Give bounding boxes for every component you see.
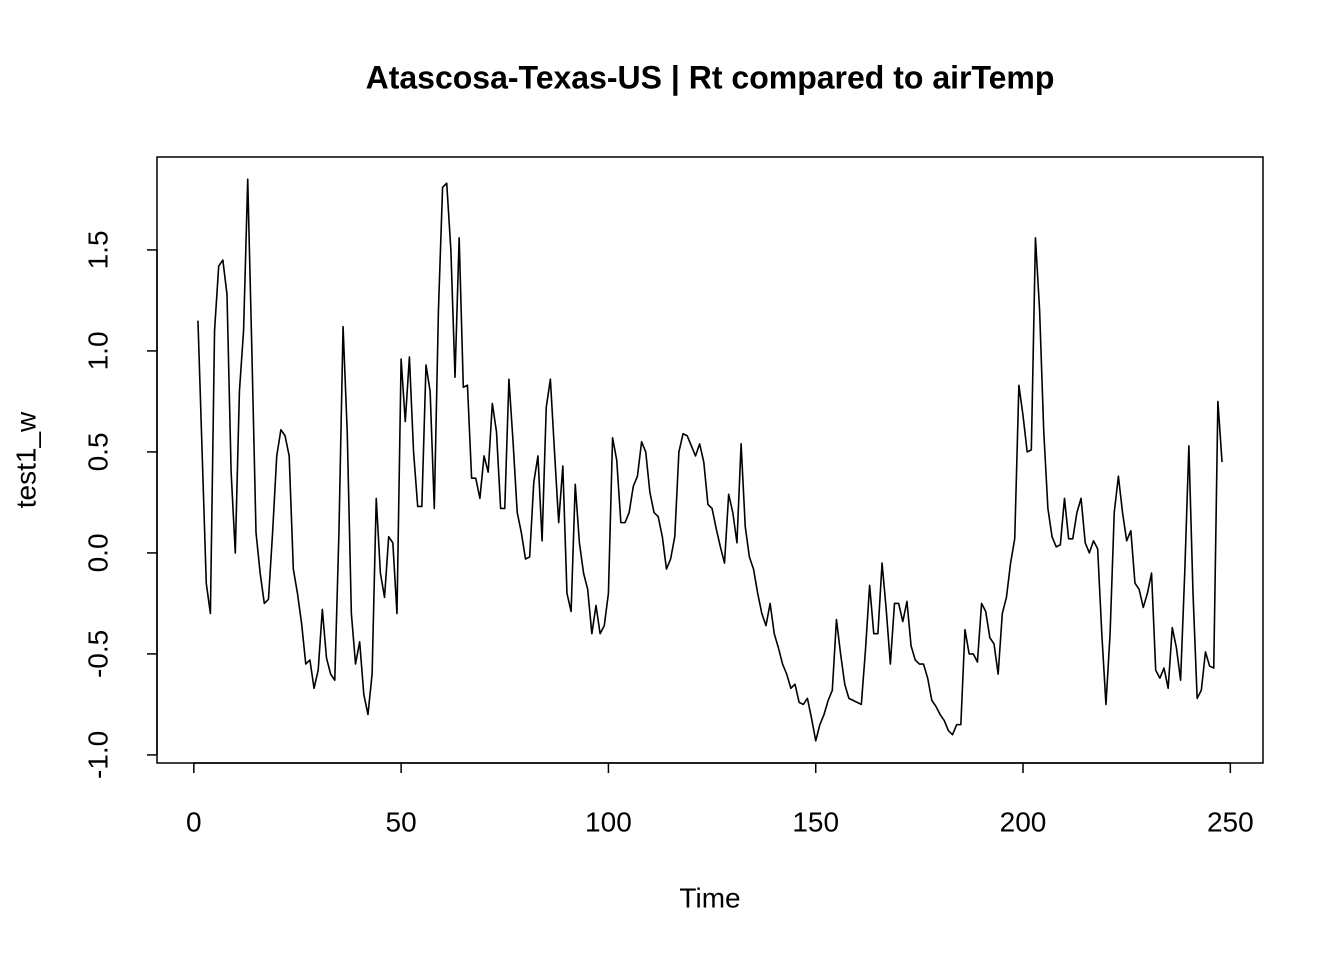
x-tick-label: 100 xyxy=(585,806,632,837)
y-tick-label: 0.0 xyxy=(82,533,113,572)
x-tick-label: 250 xyxy=(1207,806,1254,837)
y-tick-label: -1.0 xyxy=(82,731,113,779)
x-axis-label: Time xyxy=(679,882,740,913)
data-line xyxy=(197,178,1223,742)
y-tick-label: -0.5 xyxy=(82,630,113,678)
x-tick-label: 50 xyxy=(386,806,417,837)
chart-title: Atascosa-Texas-US | Rt compared to airTe… xyxy=(366,59,1055,95)
x-tick-label: 200 xyxy=(1000,806,1047,837)
x-tick-label: 0 xyxy=(186,806,202,837)
y-axis-label: test1_w xyxy=(10,411,41,508)
y-tick-label: 0.5 xyxy=(82,432,113,471)
y-tick-label: 1.5 xyxy=(82,230,113,269)
y-tick-label: 1.0 xyxy=(82,331,113,370)
x-tick-label: 150 xyxy=(792,806,839,837)
